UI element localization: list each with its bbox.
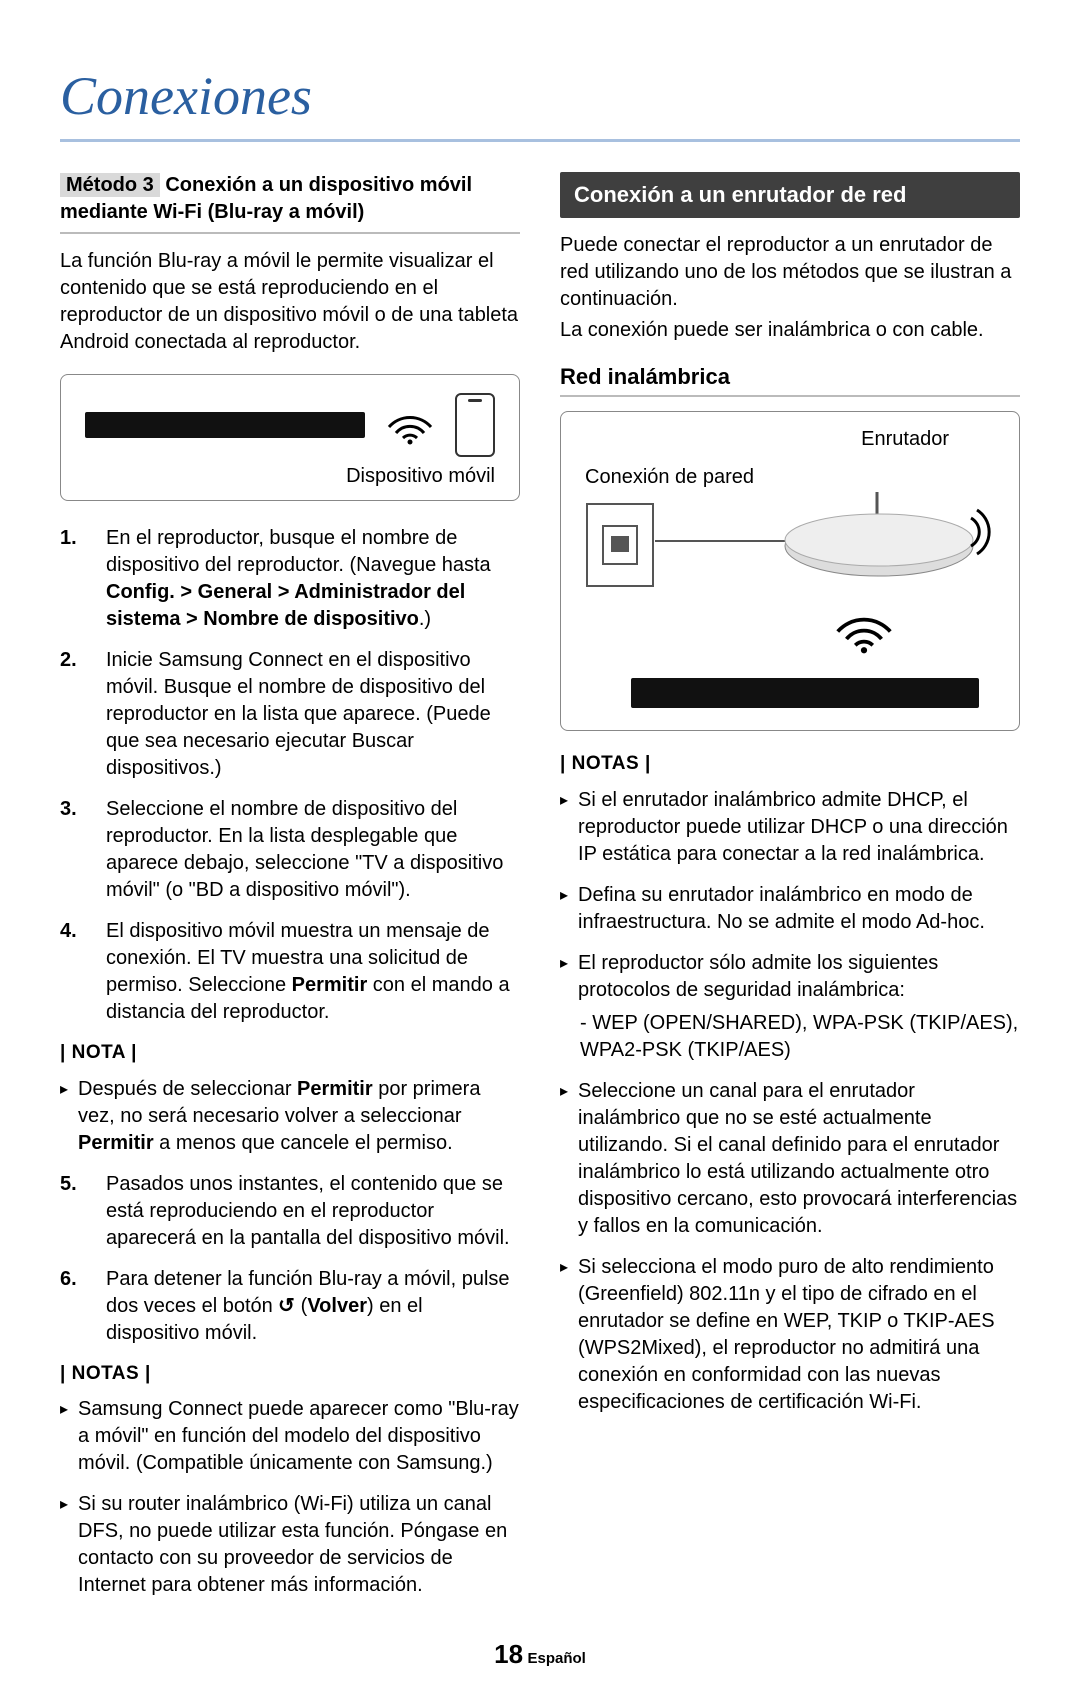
steps-list-2: 5. Pasados unos instantes, el contenido … xyxy=(60,1171,520,1347)
bold-fragment: Permitir xyxy=(292,974,368,996)
text-fragment: El reproductor sólo admite los siguiente… xyxy=(578,952,938,1001)
step-number: 1. xyxy=(60,525,86,633)
step-text: Seleccione el nombre de dispositivo del … xyxy=(106,796,520,904)
step-number: 4. xyxy=(60,918,86,1026)
router-label: Enrutador xyxy=(861,426,949,453)
step-text: Inicie Samsung Connect en el dispositivo… xyxy=(106,647,520,782)
method-heading: Método 3 Conexión a un dispositivo móvil… xyxy=(60,172,520,234)
diagram-caption: Dispositivo móvil xyxy=(346,463,505,490)
router-diagram: Enrutador Conexión de pared xyxy=(560,411,1020,731)
step-text: El dispositivo móvil muestra un mensaje … xyxy=(106,918,520,1026)
note-text: Después de seleccionar Permitir por prim… xyxy=(78,1076,520,1157)
page-title: Conexiones xyxy=(60,60,1020,142)
section-banner: Conexión a un enrutador de red xyxy=(560,172,1020,218)
page-language: Español xyxy=(528,1650,586,1667)
notas-list-left: Samsung Connect puede aparecer como "Blu… xyxy=(60,1396,520,1599)
text-fragment: Después de seleccionar xyxy=(78,1078,297,1100)
bold-fragment: Permitir xyxy=(78,1132,154,1154)
step-4: 4. El dispositivo móvil muestra un mensa… xyxy=(60,918,520,1026)
phone-icon xyxy=(455,393,495,457)
protocol-sublist: WEP (OPEN/SHARED), WPA-PSK (TKIP/AES), W… xyxy=(580,1010,1020,1064)
text-fragment: En el reproductor, busque el nombre de d… xyxy=(106,527,491,576)
left-intro: La función Blu-ray a móvil le permite vi… xyxy=(60,248,520,356)
list-text: Samsung Connect puede aparecer como "Blu… xyxy=(78,1396,520,1477)
step-6: 6. Para detener la función Blu-ray a móv… xyxy=(60,1266,520,1347)
notas-heading-left: | NOTAS | xyxy=(60,1361,520,1387)
right-intro-1: Puede conectar el reproductor a un enrut… xyxy=(560,232,1020,313)
bold-fragment: Config. > General > Administrador del si… xyxy=(106,581,465,630)
page-number: 18 xyxy=(494,1639,523,1669)
step-text: En el reproductor, busque el nombre de d… xyxy=(106,525,520,633)
right-intro-2: La conexión puede ser inalámbrica o con … xyxy=(560,317,1020,344)
bluray-player-icon xyxy=(631,678,979,708)
list-item: El reproductor sólo admite los siguiente… xyxy=(560,950,1020,1064)
signal-icon xyxy=(969,502,1009,562)
step-number: 5. xyxy=(60,1171,86,1252)
list-item: Si el enrutador inalámbrico admite DHCP,… xyxy=(560,787,1020,868)
method-title-line1: Conexión a un dispositivo móvil xyxy=(165,174,472,196)
step-2: 2. Inicie Samsung Connect en el disposit… xyxy=(60,647,520,782)
wall-jack-icon xyxy=(585,502,655,588)
step-3: 3. Seleccione el nombre de dispositivo d… xyxy=(60,796,520,904)
left-column: Método 3 Conexión a un dispositivo móvil… xyxy=(60,172,520,1613)
list-text: El reproductor sólo admite los siguiente… xyxy=(578,950,1020,1064)
note-list: Después de seleccionar Permitir por prim… xyxy=(60,1076,520,1157)
list-text: Seleccione un canal para el enrutador in… xyxy=(578,1078,1020,1240)
step-text: Pasados unos instantes, el contenido que… xyxy=(106,1171,520,1252)
step-1: 1. En el reproductor, busque el nombre d… xyxy=(60,525,520,633)
list-text: Si el enrutador inalámbrico admite DHCP,… xyxy=(578,787,1020,868)
notas-heading-right: | NOTAS | xyxy=(560,751,1020,777)
bluray-player-icon xyxy=(85,412,365,438)
note-heading: | NOTA | xyxy=(60,1040,520,1066)
text-fragment: .) xyxy=(419,608,431,630)
step-text: Para detener la función Blu-ray a móvil,… xyxy=(106,1266,520,1347)
list-item: Defina su enrutador inalámbrico en modo … xyxy=(560,882,1020,936)
step-number: 2. xyxy=(60,647,86,782)
list-item: Samsung Connect puede aparecer como "Blu… xyxy=(60,1396,520,1477)
steps-list-1: 1. En el reproductor, busque el nombre d… xyxy=(60,525,520,1026)
method-badge: Método 3 xyxy=(60,173,160,197)
step-number: 6. xyxy=(60,1266,86,1347)
right-column: Conexión a un enrutador de red Puede con… xyxy=(560,172,1020,1613)
text-fragment: ( xyxy=(295,1295,307,1317)
list-item: Si su router inalámbrico (Wi-Fi) utiliza… xyxy=(60,1491,520,1599)
list-item: Seleccione un canal para el enrutador in… xyxy=(560,1078,1020,1240)
bold-fragment: Permitir xyxy=(297,1078,373,1100)
list-item: Si selecciona el modo puro de alto rendi… xyxy=(560,1254,1020,1416)
wireless-subhead: Red inalámbrica xyxy=(560,362,1020,398)
bluray-to-mobile-diagram: Dispositivo móvil xyxy=(60,374,520,501)
step-5: 5. Pasados unos instantes, el contenido … xyxy=(60,1171,520,1252)
wall-connection-label: Conexión de pared xyxy=(585,464,754,491)
note-item: Después de seleccionar Permitir por prim… xyxy=(60,1076,520,1157)
notas-list-right: Si el enrutador inalámbrico admite DHCP,… xyxy=(560,787,1020,1416)
method-title-line2: mediante Wi-Fi (Blu-ray a móvil) xyxy=(60,201,364,223)
bold-fragment: Volver xyxy=(307,1295,367,1317)
wifi-icon xyxy=(829,604,899,654)
list-text: Defina su enrutador inalámbrico en modo … xyxy=(578,882,1020,936)
page: Conexiones Método 3 Conexión a un dispos… xyxy=(0,0,1080,1692)
two-column-layout: Método 3 Conexión a un dispositivo móvil… xyxy=(60,172,1020,1613)
back-icon: ↻ xyxy=(278,1293,295,1320)
list-text: Si selecciona el modo puro de alto rendi… xyxy=(578,1254,1020,1416)
wifi-icon xyxy=(385,405,435,445)
step-number: 3. xyxy=(60,796,86,904)
text-fragment: a menos que cancele el permiso. xyxy=(154,1132,453,1154)
page-footer: 18 Español xyxy=(60,1637,1020,1672)
diagram-row xyxy=(75,393,505,457)
router-icon xyxy=(779,492,979,582)
sublist-item: WEP (OPEN/SHARED), WPA-PSK (TKIP/AES), W… xyxy=(580,1010,1020,1064)
list-text: Si su router inalámbrico (Wi-Fi) utiliza… xyxy=(78,1491,520,1599)
